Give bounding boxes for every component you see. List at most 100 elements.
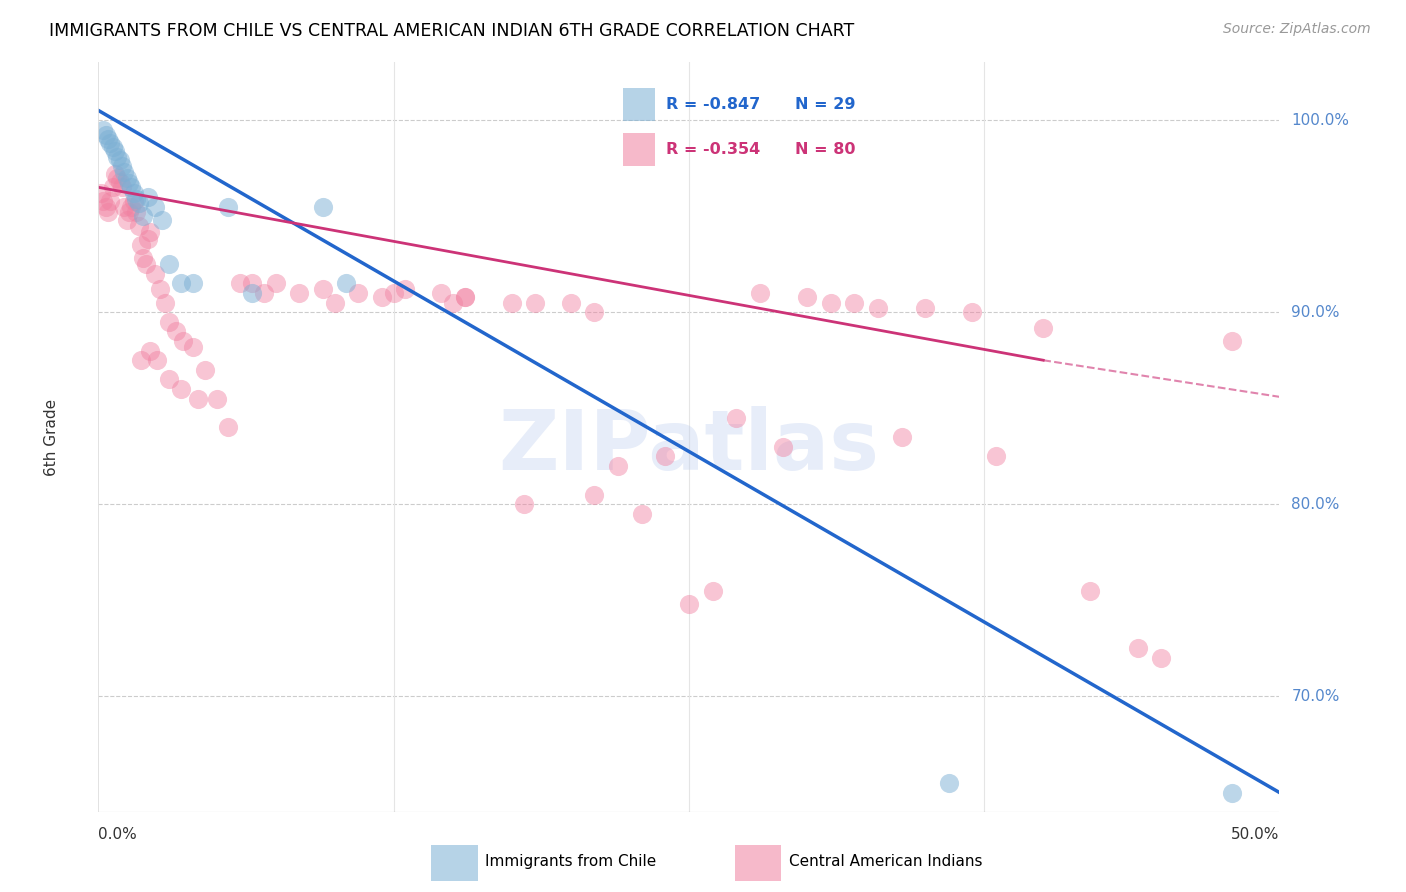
Point (312, 200, 335, 214)
Point (143, 200, 166, 214)
Point (1126, 641, 1149, 656)
Text: Central American Indians: Central American Indians (789, 855, 983, 869)
Point (136, 190, 159, 204)
Point (194, 363, 217, 377)
Point (938, 776, 960, 790)
Point (112, 165, 135, 179)
Text: 6th Grade: 6th Grade (44, 399, 59, 475)
Point (453, 290, 475, 304)
Point (866, 301, 889, 316)
Point (288, 285, 311, 300)
Point (382, 285, 405, 300)
Text: 70.0%: 70.0% (1291, 689, 1340, 704)
Point (240, 285, 263, 300)
Point (101, 180, 124, 194)
Point (97, 205, 120, 219)
Point (914, 301, 936, 316)
Point (335, 277, 357, 291)
Point (132, 252, 155, 266)
Point (118, 177, 141, 191)
Point (453, 290, 475, 304)
Point (560, 295, 582, 310)
Bar (432, 845, 478, 881)
Bar (623, 88, 655, 121)
Point (129, 353, 152, 368)
Point (181, 340, 204, 354)
Point (630, 507, 652, 521)
Text: 90.0%: 90.0% (1291, 305, 1340, 319)
Point (441, 295, 464, 310)
Point (94, 200, 117, 214)
Point (132, 209, 155, 223)
Text: N = 29: N = 29 (796, 97, 856, 112)
Text: 50.0%: 50.0% (1232, 827, 1279, 842)
Point (122, 194, 145, 208)
Point (678, 597, 700, 611)
Point (702, 583, 724, 598)
Point (607, 458, 630, 473)
Text: R = -0.354: R = -0.354 (666, 142, 761, 157)
Point (371, 290, 394, 304)
Point (229, 277, 252, 291)
Point (128, 219, 150, 233)
Point (501, 295, 523, 310)
Point (796, 290, 818, 304)
Text: 0.0%: 0.0% (98, 827, 138, 842)
Point (139, 343, 162, 358)
Point (512, 497, 534, 511)
Point (108, 175, 131, 189)
Point (583, 488, 606, 502)
Point (112, 200, 135, 214)
Point (165, 325, 187, 339)
Point (91, 122, 114, 136)
Text: Source: ZipAtlas.com: Source: ZipAtlas.com (1223, 22, 1371, 37)
Point (157, 372, 180, 386)
Point (121, 200, 143, 214)
Point (94, 128, 117, 143)
Point (1220, 334, 1243, 348)
Point (394, 282, 416, 296)
Point (98, 194, 121, 208)
Point (122, 186, 145, 200)
Point (128, 195, 150, 210)
Point (105, 150, 128, 164)
Point (105, 170, 128, 185)
Text: R = -0.847: R = -0.847 (666, 97, 761, 112)
Point (98, 136, 121, 150)
Point (146, 353, 169, 368)
Point (139, 225, 162, 239)
Point (136, 232, 159, 246)
Point (820, 295, 842, 310)
Point (205, 392, 228, 406)
Point (890, 430, 912, 444)
Point (157, 257, 180, 271)
Text: ZIPatlas: ZIPatlas (499, 406, 879, 487)
Point (181, 277, 204, 291)
Point (1220, 785, 1243, 799)
Text: Immigrants from Chile: Immigrants from Chile (485, 855, 657, 869)
Point (240, 277, 263, 291)
Point (654, 450, 676, 464)
Point (104, 144, 127, 158)
Point (748, 285, 770, 300)
Point (253, 285, 276, 300)
Point (172, 334, 194, 348)
Text: IMMIGRANTS FROM CHILE VS CENTRAL AMERICAN INDIAN 6TH GRADE CORRELATION CHART: IMMIGRANTS FROM CHILE VS CENTRAL AMERICA… (49, 22, 855, 40)
Point (125, 205, 148, 219)
Point (125, 192, 148, 206)
Point (150, 213, 173, 227)
Bar (623, 133, 655, 166)
Point (115, 170, 138, 185)
Point (170, 382, 193, 396)
Point (430, 285, 453, 300)
Point (135, 257, 157, 271)
Text: 100.0%: 100.0% (1291, 112, 1350, 128)
Point (187, 392, 209, 406)
Point (264, 277, 287, 291)
Point (962, 305, 984, 319)
Point (312, 282, 335, 296)
Point (844, 295, 866, 310)
Text: N = 80: N = 80 (796, 142, 856, 157)
Point (143, 267, 166, 281)
Point (108, 153, 131, 168)
